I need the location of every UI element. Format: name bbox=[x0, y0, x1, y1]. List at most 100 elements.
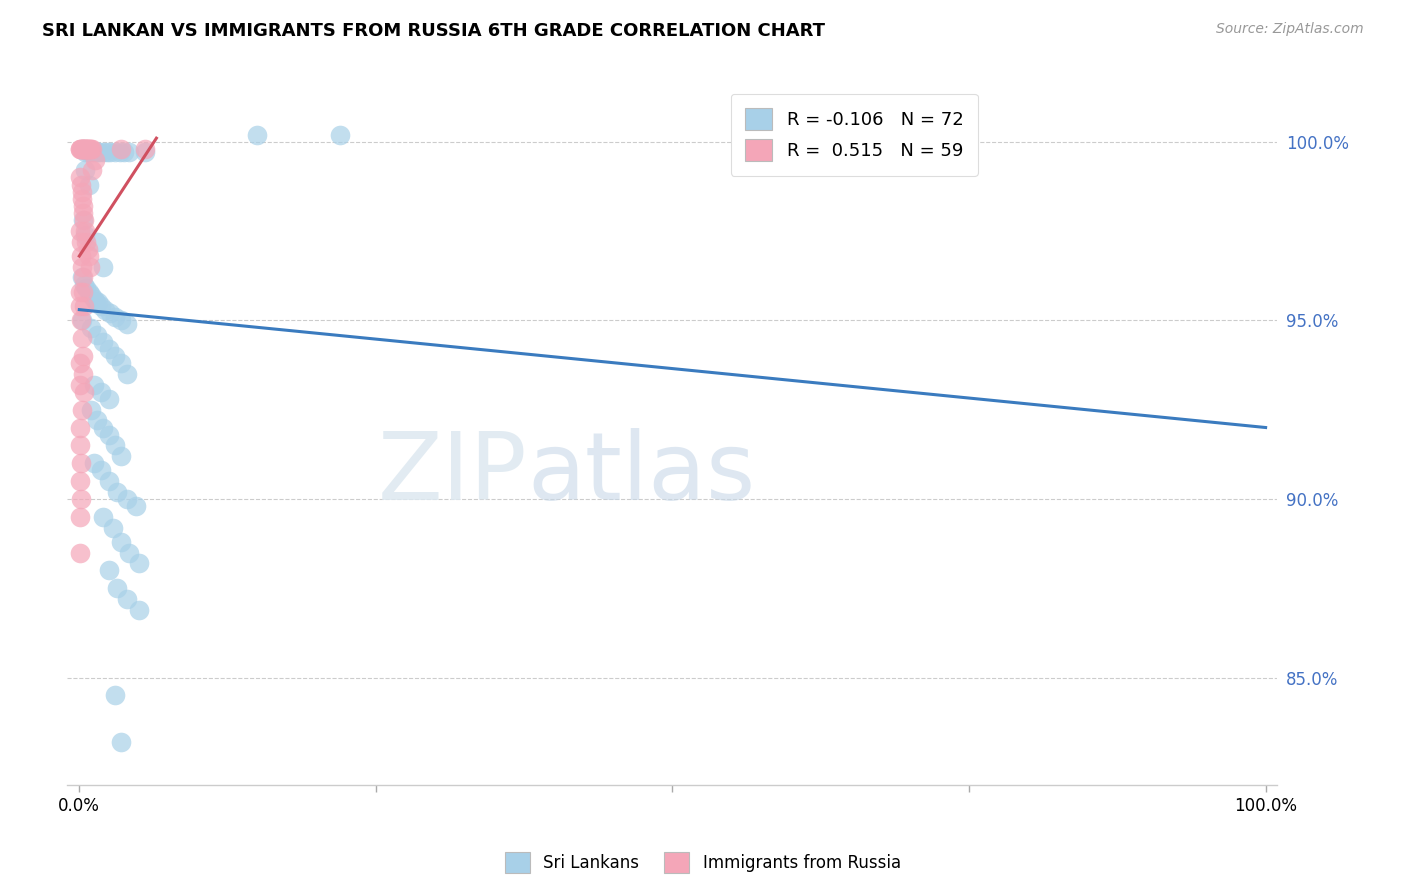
Point bbox=[112, 145, 135, 160]
Point bbox=[86, 235, 108, 249]
Point bbox=[108, 145, 131, 160]
Point bbox=[79, 260, 101, 274]
Point bbox=[83, 153, 105, 167]
Point bbox=[70, 456, 93, 470]
Point bbox=[91, 420, 114, 434]
Point bbox=[70, 491, 93, 506]
Point bbox=[83, 292, 105, 306]
Point bbox=[91, 145, 114, 160]
Text: SRI LANKAN VS IMMIGRANTS FROM RUSSIA 6TH GRADE CORRELATION CHART: SRI LANKAN VS IMMIGRANTS FROM RUSSIA 6TH… bbox=[42, 22, 825, 40]
Point bbox=[77, 178, 100, 192]
Point bbox=[115, 317, 138, 331]
Point bbox=[91, 334, 114, 349]
Point bbox=[75, 224, 97, 238]
Point bbox=[134, 145, 156, 160]
Point bbox=[70, 260, 93, 274]
Point bbox=[98, 306, 121, 320]
Point bbox=[76, 142, 98, 156]
Point bbox=[86, 413, 108, 427]
Point bbox=[72, 349, 94, 363]
Point bbox=[72, 142, 94, 156]
Point bbox=[72, 206, 94, 220]
Point bbox=[246, 128, 269, 142]
Point bbox=[69, 224, 91, 238]
Point bbox=[73, 299, 96, 313]
Point bbox=[86, 327, 108, 342]
Point bbox=[72, 192, 94, 206]
Point bbox=[75, 142, 97, 156]
Point bbox=[90, 299, 112, 313]
Point bbox=[97, 342, 120, 356]
Point bbox=[83, 145, 105, 160]
Legend: R = -0.106   N = 72, R =  0.515   N = 59: R = -0.106 N = 72, R = 0.515 N = 59 bbox=[731, 94, 979, 176]
Point bbox=[82, 142, 104, 156]
Point bbox=[69, 170, 91, 185]
Point bbox=[80, 402, 103, 417]
Point bbox=[70, 142, 93, 156]
Point bbox=[79, 145, 101, 160]
Legend: Sri Lankans, Immigrants from Russia: Sri Lankans, Immigrants from Russia bbox=[499, 846, 907, 880]
Point bbox=[94, 302, 117, 317]
Point bbox=[77, 249, 100, 263]
Point bbox=[83, 377, 105, 392]
Point bbox=[77, 142, 100, 156]
Point bbox=[70, 185, 93, 199]
Text: ZIP: ZIP bbox=[378, 427, 527, 519]
Point bbox=[98, 145, 121, 160]
Point bbox=[69, 545, 91, 559]
Point bbox=[110, 449, 132, 463]
Point bbox=[69, 285, 91, 299]
Point bbox=[128, 556, 150, 570]
Point bbox=[72, 285, 94, 299]
Point bbox=[69, 420, 91, 434]
Point bbox=[75, 145, 97, 160]
Point bbox=[110, 735, 132, 749]
Point bbox=[73, 142, 96, 156]
Point bbox=[70, 402, 93, 417]
Point bbox=[118, 145, 141, 160]
Point bbox=[76, 142, 98, 156]
Point bbox=[73, 384, 96, 399]
Point bbox=[72, 213, 94, 227]
Point bbox=[91, 260, 114, 274]
Point bbox=[80, 142, 103, 156]
Point bbox=[82, 145, 104, 160]
Point bbox=[97, 474, 120, 488]
Point bbox=[90, 384, 112, 399]
Point bbox=[76, 145, 98, 160]
Point bbox=[105, 582, 128, 596]
Point bbox=[97, 563, 120, 577]
Point bbox=[110, 142, 132, 156]
Point bbox=[128, 603, 150, 617]
Point bbox=[86, 145, 108, 160]
Point bbox=[70, 313, 93, 327]
Point bbox=[75, 142, 97, 156]
Point bbox=[70, 270, 93, 285]
Point bbox=[72, 142, 94, 156]
Point bbox=[73, 277, 96, 292]
Point bbox=[69, 356, 91, 370]
Point bbox=[134, 142, 156, 156]
Point bbox=[110, 313, 132, 327]
Point bbox=[70, 142, 93, 156]
Point bbox=[104, 349, 127, 363]
Point bbox=[72, 142, 94, 156]
Point bbox=[75, 227, 97, 242]
Point bbox=[72, 199, 94, 213]
Point bbox=[104, 310, 127, 324]
Point bbox=[73, 213, 96, 227]
Point bbox=[73, 142, 96, 156]
Point bbox=[75, 235, 97, 249]
Point bbox=[77, 142, 100, 156]
Point bbox=[115, 367, 138, 381]
Point bbox=[69, 142, 91, 156]
Point bbox=[101, 520, 124, 534]
Point bbox=[80, 288, 103, 302]
Point bbox=[72, 270, 94, 285]
Point bbox=[69, 474, 91, 488]
Point bbox=[104, 689, 127, 703]
Point bbox=[87, 295, 110, 310]
Point bbox=[97, 427, 120, 442]
Point bbox=[69, 377, 91, 392]
Point bbox=[104, 145, 127, 160]
